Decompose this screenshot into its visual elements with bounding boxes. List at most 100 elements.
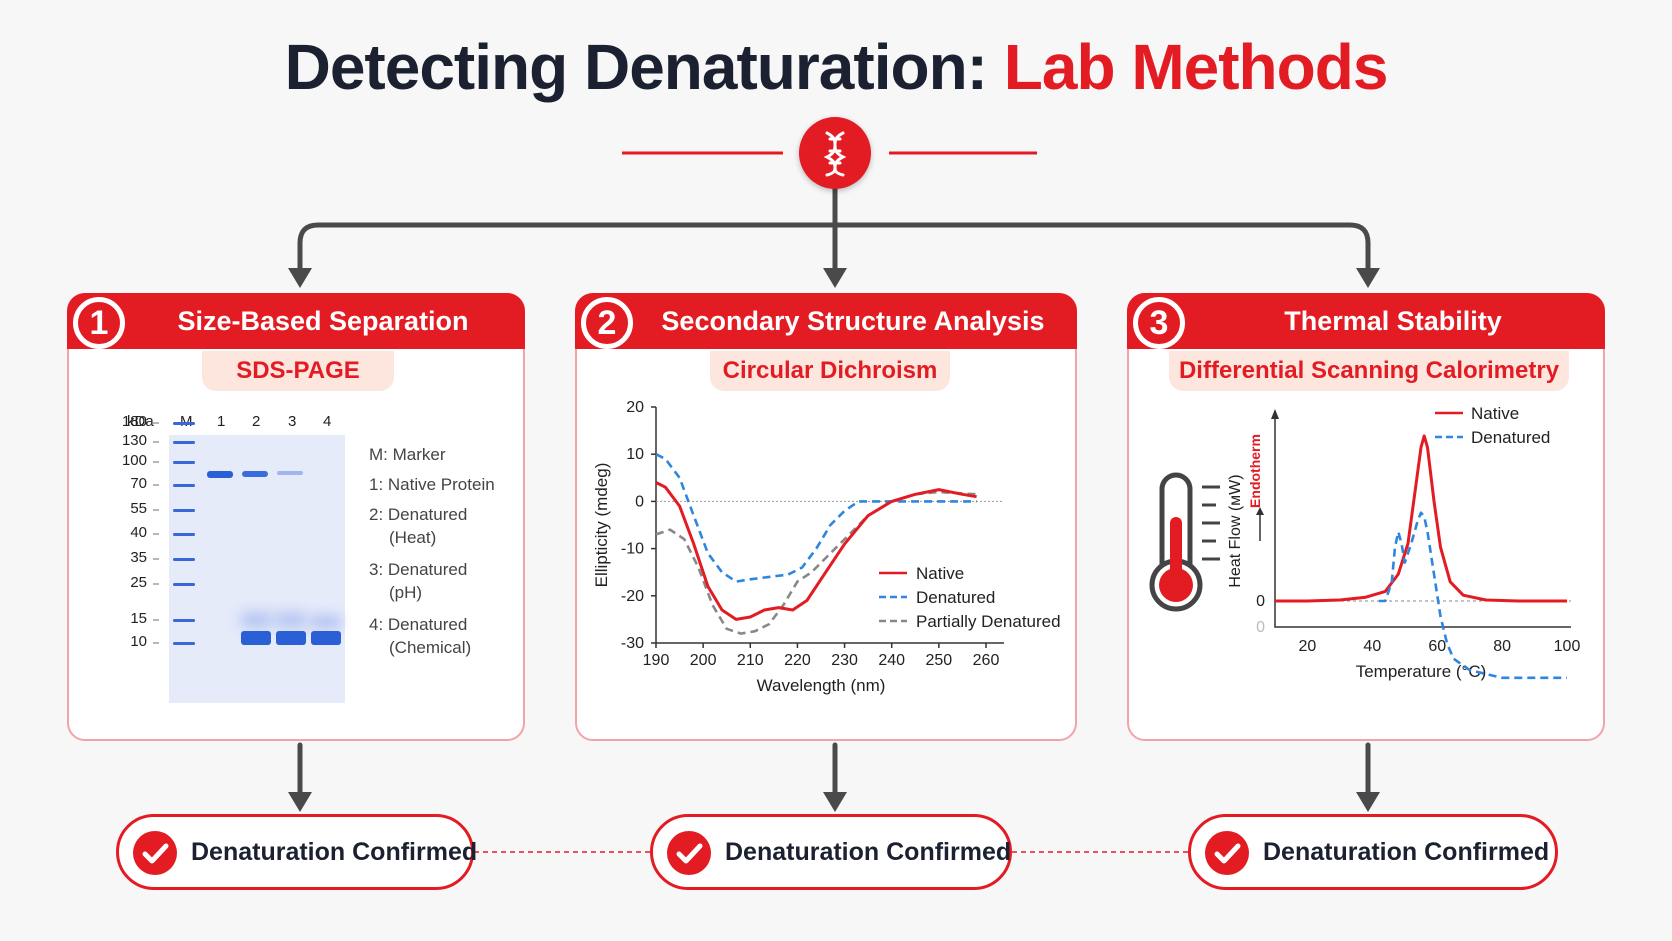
gel-image [169,435,345,703]
legend-label: Denatured [1471,428,1550,447]
panel-number: 2 [581,297,633,349]
panel-dsc: 3 Thermal Stability Differential Scannin… [1127,293,1605,741]
check-icon [1205,831,1249,875]
gel-unit-label: kDa [127,413,154,430]
gel-lane-label: M [180,413,193,430]
mw-tick-label: 130 [121,432,147,449]
mw-tick-label: 55 [130,500,147,517]
x-axis-label: Temperature (°C) [1356,662,1487,681]
mw-tick-mark [153,642,159,644]
title-part-red: Lab Methods [1003,31,1389,103]
series-line-denatured [655,453,977,583]
endotherm-arrow-head [1256,507,1264,515]
gel-legend-item: (pH) [389,583,423,602]
x-tick-label: 250 [926,652,953,669]
gel-lane-label: 1 [217,413,226,430]
panel-number: 3 [1133,297,1185,349]
legend-label: Denatured [916,588,995,607]
mw-tick-mark [153,484,159,486]
endotherm-label: Endotherm [1247,434,1263,508]
method-label: SDS-PAGE [202,351,394,391]
marker-band [173,422,195,425]
panel-header: 3 Thermal Stability [1127,293,1605,349]
gel-band [242,471,268,477]
series-line-native [1275,434,1567,603]
panel-header: 2 Secondary Structure Analysis [575,293,1077,349]
mw-tick-mark [153,558,159,560]
mw-tick-mark [153,441,159,443]
marker-band [173,583,195,586]
gel-legend-item: 4: Denatured [369,615,468,634]
gel-legend-item: 1: Native Protein [369,475,495,494]
mw-tick-mark [153,583,159,585]
x-tick-label: 40 [1363,638,1381,655]
mw-tick-label: 40 [130,524,147,541]
method-label: Circular Dichroism [710,351,950,391]
dna-helix-icon [799,117,871,189]
mw-tick-label: 70 [130,475,147,492]
series-line-denatured [1378,511,1567,680]
panel-circular-dichroism: 2 Secondary Structure Analysis Circular … [575,293,1077,741]
y-tick-label: -20 [621,588,644,605]
mw-tick-mark [153,422,159,424]
gel-legend-item: 2: Denatured [369,505,468,524]
method-label: Differential Scanning Calorimetry [1169,351,1569,391]
confirmation-label: Denaturation Confirmed [1263,838,1550,866]
gel-legend-item: M: Marker [369,445,446,464]
x-tick-label: 200 [690,652,717,669]
branch-arrows [297,186,1371,799]
marker-band [173,642,195,645]
y-tick-label: 20 [626,399,644,416]
legend-label: Native [916,564,964,583]
x-tick-label: 230 [831,652,858,669]
mw-tick-label: 10 [130,633,147,650]
confirmation-badge: Denaturation Confirmed [116,814,477,890]
x-axis-label: Wavelength (nm) [757,676,886,695]
marker-band [173,533,195,536]
gel-band [277,471,303,475]
mw-tick-label: 15 [130,610,147,627]
gel-legend-item: 3: Denatured [369,560,468,579]
y-axis-arrow [1271,409,1279,419]
mw-tick-mark [153,533,159,535]
panel-title: Size-Based Separation [177,306,469,336]
x-tick-label: 100 [1554,638,1581,655]
check-icon [667,831,711,875]
gel-legend-item: (Heat) [389,528,437,547]
panel-title: Secondary Structure Analysis [661,306,1045,336]
gel-lane-label: 2 [252,413,261,430]
gel-band [276,631,306,645]
title-part-dark: Detecting Denaturation: [284,31,1004,103]
x-tick-label: 80 [1493,638,1511,655]
x-tick-label: 60 [1428,638,1446,655]
marker-band [173,558,195,561]
mw-tick-mark [153,509,159,511]
y-tick-label: 0 [1256,619,1265,636]
panel-title: Thermal Stability [1284,306,1502,336]
panel-header: 1 Size-Based Separation [67,293,525,349]
gel-band [311,631,341,645]
marker-band [173,441,195,444]
y-axis-label: Ellipticity (mdeg) [592,463,611,588]
x-tick-label: 210 [737,652,764,669]
panel-sds-page: 1 Size-Based Separation SDS-PAGE kDa M 1… [67,293,525,741]
gel-band [241,631,271,645]
x-tick-label: 240 [878,652,905,669]
y-tick-label: -10 [621,541,644,558]
y-tick-label: 0 [635,493,644,510]
gel-legend-item: (Chemical) [389,638,472,657]
dsc-chart: 0 0 20 40 60 80 100 Temperature (°C) Heat Flow (… [1227,404,1581,681]
x-tick-label: 190 [643,652,670,669]
y-axis-label: Heat Flow (мW) [1227,474,1244,587]
confirmation-label: Denaturation Confirmed [725,838,1012,866]
mw-tick-label: 180 [121,413,147,430]
y-tick-label: -30 [621,635,644,652]
gel-band [207,471,233,478]
marker-band [173,619,195,622]
x-tick-label: 260 [973,652,1000,669]
mw-tick-mark [153,461,159,463]
marker-band [173,509,195,512]
thermometer-icon [1149,472,1220,612]
page-title: Detecting Denaturation: Lab Methods [0,30,1672,104]
